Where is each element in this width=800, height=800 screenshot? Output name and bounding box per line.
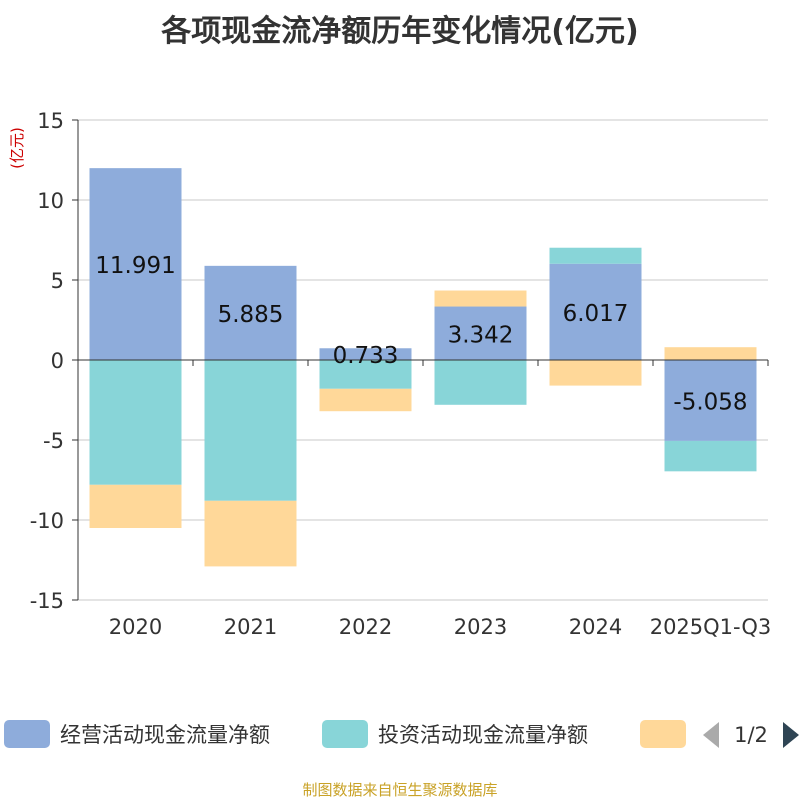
bar-1 (204, 265, 297, 360)
y-tick-label: 0 (51, 349, 64, 373)
bar-2 (434, 360, 527, 405)
legend-label: 投资活动现金流量净额 (378, 723, 588, 747)
data-labels: 11.991 5.885 0.733 3.342 6.017 -5.058 (95, 253, 747, 415)
bar-1 (319, 348, 412, 360)
legend-prev-arrow-icon[interactable] (703, 722, 719, 748)
bar-1 (549, 263, 642, 360)
legend-page-indicator: 1/2 (734, 723, 768, 747)
bar-1 (434, 306, 527, 360)
x-tick-label: 2021 (224, 615, 277, 639)
data-label: 11.991 (95, 253, 175, 279)
x-tick-label: 2020 (109, 615, 162, 639)
source-note: 制图数据来自恒生聚源数据库 (302, 781, 498, 799)
data-label: 3.342 (448, 322, 514, 348)
x-tick-label: 2023 (454, 615, 507, 639)
axes: 15 10 5 0 -5 -10 -15 (亿元) 2020 2021 2022 2023 2024 20… (8, 109, 771, 639)
x-tick-label: 2022 (339, 615, 392, 639)
bar-3 (664, 347, 757, 360)
bar-3 (549, 360, 642, 386)
data-label: -5.058 (673, 389, 747, 415)
x-tick-label: 2024 (569, 615, 622, 639)
bar-1 (664, 360, 757, 441)
bars (89, 168, 757, 567)
data-label: 0.733 (333, 343, 399, 369)
y-tick-label: 15 (37, 109, 64, 133)
data-label: 6.017 (563, 301, 629, 327)
bar-3 (89, 484, 182, 528)
y-tick-label: -15 (30, 589, 64, 613)
y-tick-label: -5 (43, 429, 64, 453)
bar-2 (319, 360, 412, 389)
y-tick-label: -10 (30, 509, 64, 533)
bar-3 (319, 388, 412, 412)
x-tick-label: 2025Q1-Q3 (650, 615, 772, 639)
legend[interactable]: 经营活动现金流量净额 投资活动现金流量净额 1/2 (4, 720, 799, 748)
bar-2 (549, 247, 642, 264)
bar-2 (89, 360, 182, 485)
legend-swatch (322, 720, 368, 748)
bar-2 (204, 360, 297, 501)
y-tick-label: 10 (37, 189, 64, 213)
y-tick-label: 5 (51, 269, 64, 293)
legend-swatch (4, 720, 50, 748)
legend-label: 经营活动现金流量净额 (60, 723, 270, 747)
chart-title: 各项现金流净额历年变化情况(亿元) (161, 14, 639, 49)
bar-1 (89, 168, 182, 360)
bar-3 (434, 290, 527, 307)
y-axis-label: (亿元) (8, 127, 26, 169)
legend-swatch (640, 720, 686, 748)
bar-3 (204, 500, 297, 567)
legend-next-arrow-icon[interactable] (783, 722, 799, 748)
bar-2 (664, 440, 757, 472)
data-label: 5.885 (218, 302, 284, 328)
